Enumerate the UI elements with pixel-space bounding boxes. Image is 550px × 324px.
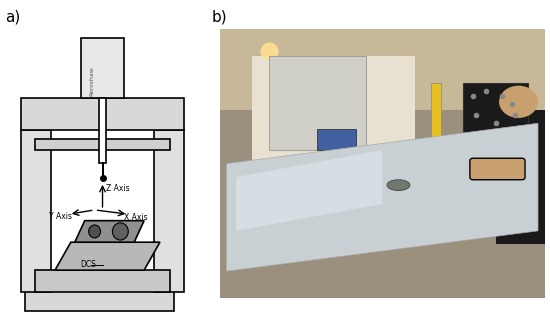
Ellipse shape	[387, 180, 410, 191]
Circle shape	[112, 223, 128, 240]
Polygon shape	[55, 242, 160, 270]
Circle shape	[89, 225, 101, 238]
Bar	[463, 83, 528, 150]
Bar	[35, 139, 170, 150]
Bar	[269, 56, 366, 150]
Bar	[496, 110, 544, 244]
Text: a): a)	[6, 10, 21, 25]
Bar	[21, 98, 184, 130]
Polygon shape	[75, 221, 144, 242]
Bar	[220, 29, 544, 110]
Bar	[431, 83, 441, 217]
Bar	[35, 270, 170, 292]
Text: Renishaw: Renishaw	[89, 66, 94, 96]
Bar	[98, 98, 107, 163]
Bar	[81, 38, 124, 98]
Bar	[252, 56, 415, 177]
Polygon shape	[227, 123, 538, 271]
Bar	[25, 290, 174, 311]
Text: b): b)	[212, 10, 227, 25]
Bar	[21, 130, 51, 292]
Polygon shape	[236, 150, 382, 231]
Bar	[154, 130, 184, 292]
FancyBboxPatch shape	[470, 158, 525, 180]
Text: X Axis: X Axis	[124, 213, 148, 222]
Text: DCS: DCS	[81, 260, 97, 269]
Bar	[317, 129, 356, 150]
Text: Z Axis: Z Axis	[107, 183, 130, 192]
Text: Y Axis: Y Axis	[49, 212, 72, 221]
Circle shape	[499, 86, 538, 118]
